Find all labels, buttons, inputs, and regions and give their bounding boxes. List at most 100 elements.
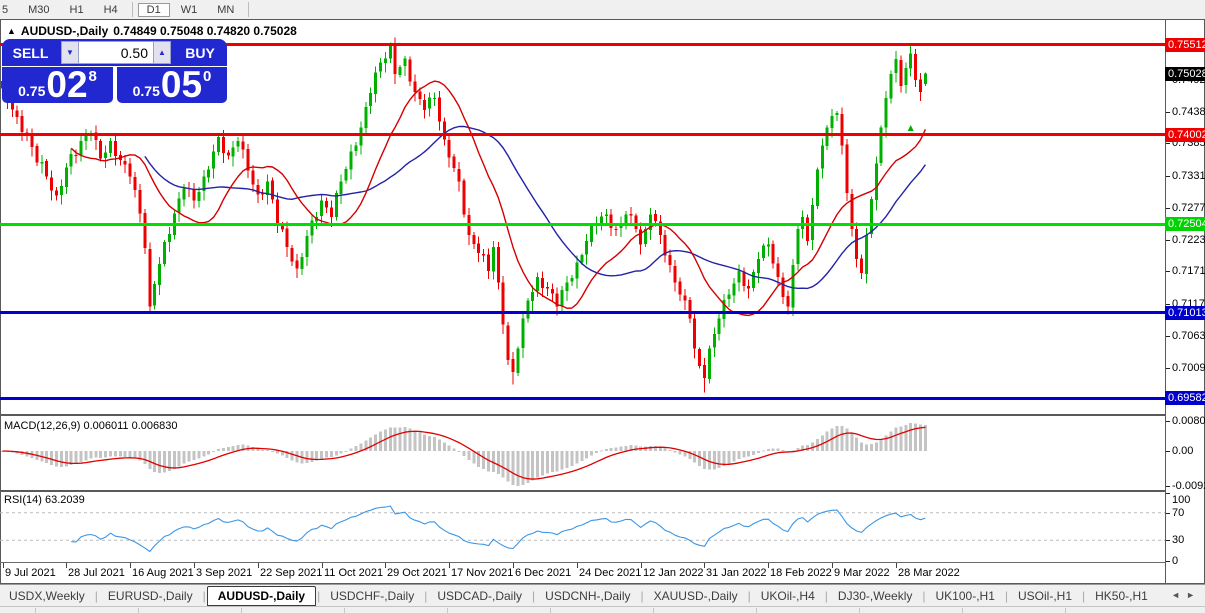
tab-separator: | [640, 588, 644, 603]
tab-ukoil-h4[interactable]: UKOil-,H4 [760, 588, 815, 603]
rsi-axis-tick [1166, 513, 1170, 514]
toolbar-separator [131, 2, 133, 17]
time-tick-mark [896, 563, 897, 568]
tab-scroll-left-icon[interactable]: ◄ [1171, 590, 1187, 600]
time-tick-mark [832, 563, 833, 568]
price-badge-0.72504: 0.72504 [1165, 217, 1205, 231]
volume-decrease-button[interactable]: ▼ [61, 41, 79, 64]
price-tick-mark [1166, 112, 1170, 113]
buy-price-prefix: 0.75 [132, 83, 160, 99]
timeframe-button-M30[interactable]: M30 [28, 3, 50, 16]
price-tick-mark [1166, 336, 1170, 337]
level-line-0.75512 [0, 43, 1165, 46]
tab-uk100-h1[interactable]: UK100-,H1 [935, 588, 995, 603]
tab-separator: | [424, 588, 428, 603]
time-tick-label: 29 Oct 2021 [387, 567, 447, 579]
time-tick-mark [194, 563, 195, 568]
tab-scroll-arrows[interactable]: ◄► [1171, 590, 1201, 600]
pane-divider-macd [0, 414, 1165, 416]
time-tick-mark [641, 563, 642, 568]
buy-button[interactable]: BUY [173, 39, 227, 66]
time-tick-mark [513, 563, 514, 568]
tab-separator: | [317, 588, 321, 603]
time-tick-mark [322, 563, 323, 568]
price-tick-mark [1166, 143, 1170, 144]
status-strip-divider [344, 608, 345, 613]
time-tick-mark [385, 563, 386, 568]
tab-usdcnh-daily[interactable]: USDCNH-,Daily [545, 588, 631, 603]
tab-separator: | [1004, 588, 1008, 603]
time-tick-label: 18 Feb 2022 [770, 567, 832, 579]
price-badge-0.75028: 0.75028 [1165, 67, 1205, 81]
sell-price-big-digits: 02 [46, 64, 88, 105]
tab-usdcad-daily[interactable]: USDCAD-,Daily [437, 588, 523, 603]
status-strip-divider [962, 608, 963, 613]
tab-usdchf-daily[interactable]: USDCHF-,Daily [330, 588, 415, 603]
tab-separator: | [824, 588, 828, 603]
time-tick-label: 9 Jul 2021 [5, 567, 56, 579]
tab-separator: | [532, 588, 536, 603]
timeframe-button-H4[interactable]: H4 [103, 3, 118, 16]
tab-eurusd-daily[interactable]: EURUSD-,Daily [107, 588, 193, 603]
time-tick-label: 6 Dec 2021 [515, 567, 572, 579]
collapse-triangle-icon: ▲ [7, 26, 16, 36]
price-tick-mark [1166, 176, 1170, 177]
timeframe-button-D1[interactable]: D1 [137, 2, 170, 17]
tab-audusd-daily[interactable]: AUDUSD-,Daily [206, 586, 317, 606]
price-tick-mark [1166, 271, 1170, 272]
time-tick-label: 12 Jan 2022 [643, 567, 704, 579]
timeframe-button-W1[interactable]: W1 [180, 3, 198, 16]
tab-usoil-h1[interactable]: USOil-,H1 [1018, 588, 1073, 603]
time-tick-label: 31 Jan 2022 [706, 567, 767, 579]
tab-dj30-weekly[interactable]: DJ30-,Weekly [837, 588, 913, 603]
tab-usdx-weekly[interactable]: USDX,Weekly [9, 588, 85, 603]
macd-axis-label: 0.008061 [1172, 415, 1205, 427]
status-strip-divider [859, 608, 860, 613]
status-strip-divider [241, 608, 242, 613]
time-tick-mark [258, 563, 259, 568]
volume-increase-button[interactable]: ▲ [153, 41, 171, 64]
tab-hk50-h1[interactable]: HK50-,H1 [1095, 588, 1148, 603]
rsi-axis-tick [1166, 493, 1170, 494]
sell-button[interactable]: SELL [2, 39, 59, 66]
macd-axis-label: -0.00928 [1172, 480, 1205, 492]
volume-input[interactable]: 0.50 [79, 41, 153, 64]
status-strip-divider [653, 608, 654, 613]
rsi-pane-canvas [0, 505, 1165, 553]
time-tick-label: 22 Sep 2021 [260, 567, 323, 579]
price-tick-mark [1166, 304, 1170, 305]
tab-xauusd-daily[interactable]: XAUUSD-,Daily [653, 588, 738, 603]
macd-pane-canvas [1, 423, 927, 486]
toolbar-separator [248, 2, 250, 17]
chart-border-bottom [0, 583, 1205, 584]
one-click-trading-panel: SELL ▼ 0.50 ▲ BUY 0.75 02 8 0.75 05 0 [2, 39, 227, 103]
time-tick-mark [130, 563, 131, 568]
volume-control: ▼ 0.50 ▲ [59, 39, 173, 66]
price-badge-0.74002: 0.74002 [1165, 128, 1205, 142]
timeframe-button-H1[interactable]: H1 [69, 3, 84, 16]
price-chart-canvas [1, 37, 927, 393]
timeframe-button-5[interactable]: 5 [2, 3, 9, 16]
sell-price-display: 0.75 02 8 [2, 64, 113, 105]
time-tick-label: 3 Sep 2021 [196, 567, 253, 579]
macd-axis-tick [1166, 486, 1170, 487]
rsi-label: RSI(14) 63.2039 [4, 494, 85, 506]
status-strip-divider [138, 608, 139, 613]
buy-price-big-digits: 05 [160, 64, 203, 105]
price-tick-label: 0.72235 [1172, 234, 1205, 246]
buy-price-display: 0.75 05 0 [117, 64, 227, 105]
sell-price-prefix: 0.75 [18, 83, 46, 99]
status-strip-divider [1065, 608, 1066, 613]
level-line-0.69582 [0, 397, 1165, 400]
timeframe-button-MN[interactable]: MN [217, 3, 235, 16]
level-line-0.71013 [0, 311, 1165, 314]
rsi-axis-label: 70 [1172, 507, 1185, 519]
level-line-0.72504 [0, 223, 1165, 226]
time-tick-mark [66, 563, 67, 568]
rsi-axis-tick [1166, 561, 1170, 562]
tab-separator: | [94, 588, 98, 603]
tab-scroll-right-icon[interactable]: ► [1186, 590, 1201, 600]
